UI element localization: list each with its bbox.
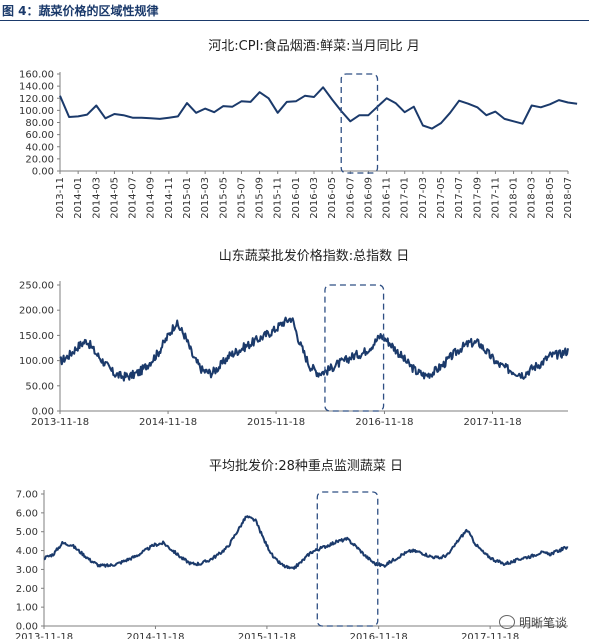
x-tick-label: 2014-09 <box>146 177 157 219</box>
chart-title: 平均批发价:28种重点监测蔬菜 日 <box>209 458 403 474</box>
x-tick-label: 2015-01 <box>182 177 193 219</box>
highlight-box <box>324 284 385 412</box>
x-tick-label: 2016-07 <box>345 177 356 219</box>
y-tick-label: 5.00 <box>16 527 38 538</box>
y-tick-label: 6.00 <box>16 508 38 519</box>
y-tick-label: 100.00 <box>19 356 54 367</box>
y-tick-label: 120.00 <box>19 94 54 105</box>
y-tick-label: 150.00 <box>19 331 54 342</box>
x-tick-label: 2015-07 <box>236 177 247 219</box>
y-tick-label: 2.00 <box>16 584 38 595</box>
y-tick-label: 0.00 <box>32 167 54 178</box>
chart-shandong-index: 山东蔬菜批发价格指数:总指数 日 0.00 50.00 100.00 150.00 200… <box>19 248 569 428</box>
y-tick-label: 200.00 <box>19 306 54 317</box>
y-tick-label: 0.00 <box>32 407 54 418</box>
x-tick-label: 2016-11-18 <box>350 632 408 639</box>
x-tick-label: 2017-07 <box>454 177 465 219</box>
x-tick-label: 2015-09 <box>255 177 266 219</box>
series-line <box>43 515 569 570</box>
x-tick-label: 2015-03 <box>200 177 211 219</box>
x-tick-label: 2018-05 <box>545 177 556 219</box>
x-tick-label: 2016-09 <box>363 177 374 219</box>
y-tick-label: 20.00 <box>25 154 54 165</box>
chart-avg-wholesale-price: 平均批发价:28种重点监测蔬菜 日 0.00 1.00 2.00 3.00 4.00 5.0… <box>15 458 569 639</box>
x-tick-label: 2017-11 <box>490 177 501 219</box>
figure-label: 图 4：蔬菜价格的区域性规律 <box>2 4 159 18</box>
x-tick-label: 2014-05 <box>109 177 120 219</box>
x-tick-label: 2015-11 <box>273 177 284 219</box>
y-tick-label: 40.00 <box>25 142 54 153</box>
x-tick-label: 2014-11 <box>164 177 175 219</box>
x-tick-label: 2017-03 <box>418 177 429 219</box>
x-tick-label: 2018-01 <box>509 177 520 219</box>
x-tick-label: 2017-05 <box>436 177 447 219</box>
y-tick-label: 50.00 <box>25 381 54 392</box>
highlight-box <box>340 73 379 174</box>
x-tick-label: 2017-09 <box>472 177 483 219</box>
series-line <box>59 86 578 130</box>
y-tick-label: 0.00 <box>16 622 38 633</box>
x-tick-label: 2013-11 <box>55 177 66 219</box>
watermark: 明晰笔谈 <box>498 614 567 631</box>
y-tick-label: 4.00 <box>16 546 38 557</box>
x-tick-label: 2016-05 <box>327 177 338 219</box>
watermark-text: 明晰笔谈 <box>518 616 567 630</box>
x-tick-label: 2014-11-18 <box>139 417 197 428</box>
y-tick-label: 1.00 <box>16 603 38 614</box>
x-tick-label: 2015-11-18 <box>238 632 296 639</box>
x-tick-label: 2014-03 <box>91 177 102 219</box>
x-tick-label: 2014-07 <box>128 177 139 219</box>
y-tick-label: 80.00 <box>25 118 54 129</box>
x-tick-label: 2016-01 <box>291 177 302 219</box>
chart-title: 山东蔬菜批发价格指数:总指数 日 <box>219 248 410 264</box>
x-tick-label: 2015-05 <box>218 177 229 219</box>
y-tick-label: 140.00 <box>19 82 54 93</box>
x-tick-label: 2014-01 <box>73 177 84 219</box>
x-tick-label: 2014-11-18 <box>126 632 184 639</box>
header-divider <box>0 20 589 21</box>
y-tick-label: 160.00 <box>19 70 54 81</box>
x-tick-label: 2017-11-18 <box>461 632 519 639</box>
x-tick-label: 2013-11-18 <box>15 632 73 639</box>
x-tick-label: 2016-03 <box>309 177 320 219</box>
chart-title: 河北:CPI:食品烟酒:鲜菜:当月同比 月 <box>208 38 419 54</box>
series-line <box>59 316 569 382</box>
y-tick-label: 60.00 <box>25 130 54 141</box>
x-tick-label: 2013-11-18 <box>31 417 89 428</box>
y-tick-label: 100.00 <box>19 106 54 117</box>
chat-bubble-icon <box>498 615 515 629</box>
y-tick-label: 7.00 <box>16 490 38 501</box>
x-tick-label: 2018-07 <box>563 177 574 219</box>
figure-header: 图 4：蔬菜价格的区域性规律 <box>0 0 589 22</box>
chart-hebei-cpi: 河北:CPI:食品烟酒:鲜菜:当月同比 月 0.00 20.0040.0060.00… <box>19 38 578 219</box>
y-tick-label: 250.00 <box>19 281 54 292</box>
x-tick-label: 2016-11-18 <box>355 417 413 428</box>
x-tick-label: 2015-11-18 <box>247 417 305 428</box>
y-tick-label: 3.00 <box>16 565 38 576</box>
x-tick-label: 2017-11-18 <box>463 417 521 428</box>
x-tick-label: 2018-03 <box>527 177 538 219</box>
x-tick-label: 2017-01 <box>400 177 411 219</box>
highlight-box <box>316 491 379 627</box>
x-tick-label: 2016-11 <box>382 177 393 219</box>
